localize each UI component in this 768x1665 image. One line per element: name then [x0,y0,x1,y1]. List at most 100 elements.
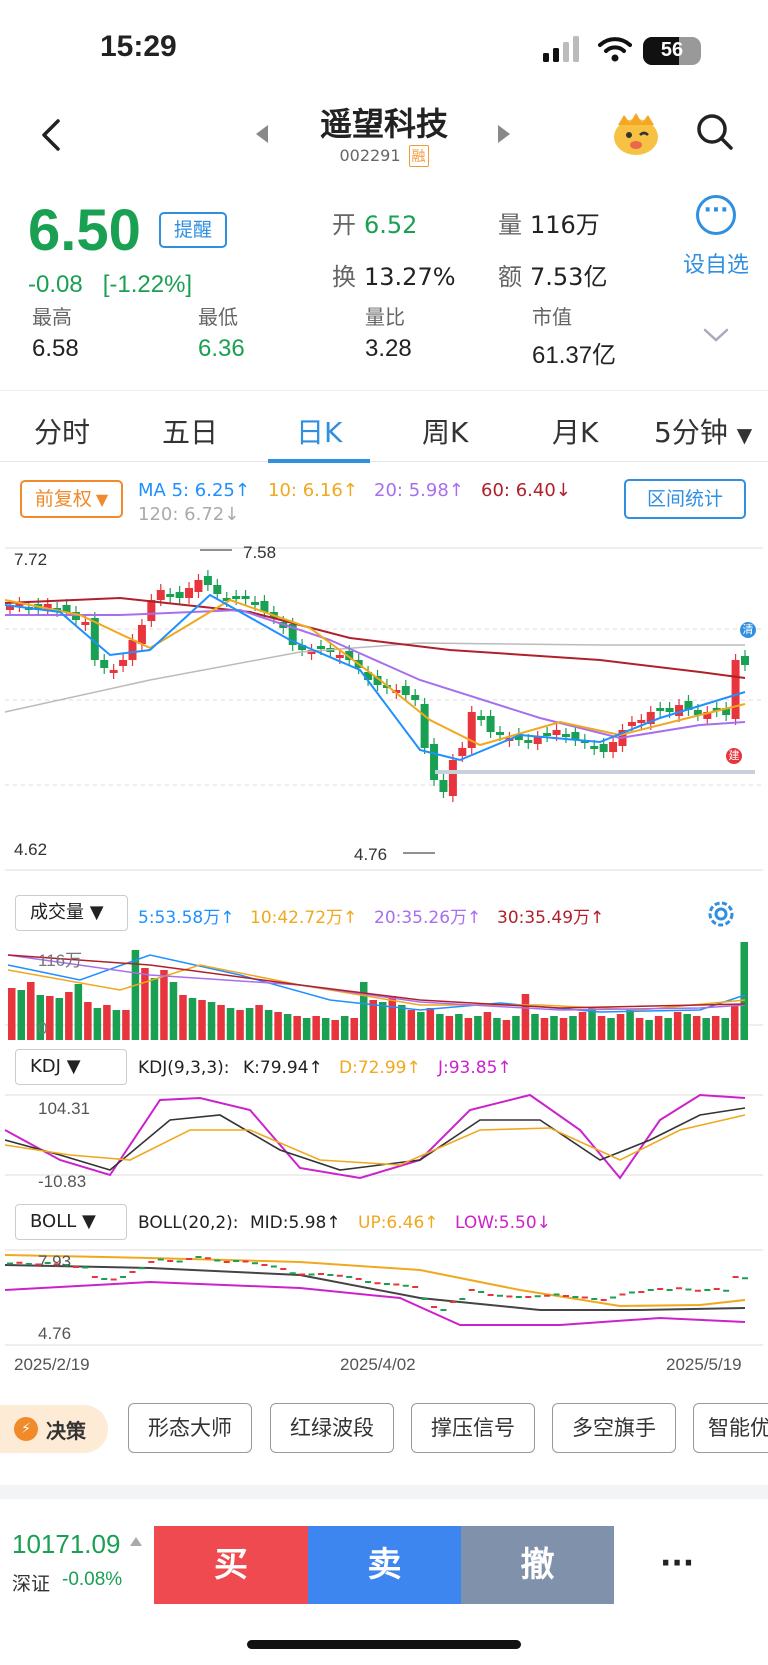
low-value: 6.36 [198,335,245,362]
boll-up-line [4,1254,746,1308]
boll-mid: MID:5.98↑ [250,1213,341,1233]
candle-body [43,604,52,610]
candle-body [392,690,401,693]
index-value[interactable]: 10171.09 [12,1529,121,1559]
volume-bar [141,968,149,1040]
volume-bar [740,942,748,1040]
high-mark-label: 7.58 [243,543,277,562]
volume-indicator-dropdown[interactable]: 成交量 ▼ [15,895,128,931]
boll-indicator-dropdown[interactable]: BOLL ▼ [15,1204,127,1240]
add-watchlist-button[interactable]: ··· 设自选 [678,185,754,278]
tool-chip-wave[interactable]: 红绿波段 [270,1403,394,1453]
ma10-legend: 10: 6.16↑ [268,480,358,501]
volume-bar [122,1010,130,1040]
candle-body [251,602,259,605]
tab-intraday[interactable]: 分时 [34,416,91,449]
volume-bar [455,1014,463,1040]
volume-bar [302,1018,311,1040]
volume-bar [274,1012,282,1040]
tab-monthly-k[interactable]: 月K [552,416,599,449]
kdj-axis-bottom: -10.83 [38,1172,87,1191]
prev-stock-icon[interactable] [256,125,268,143]
vol-ma30-line [7,954,746,1009]
kdj-k: K:79.94↑ [243,1058,323,1078]
tab-weekly-k[interactable]: 周K [422,416,469,449]
ma60-line [4,596,746,679]
ma60-legend: 60: 6.40↓ [481,480,571,501]
candle-body [288,624,297,645]
volume-bar [207,1002,216,1040]
candle-body [637,720,646,723]
volume-bar [721,1018,729,1040]
tool-chip-pattern[interactable]: 形态大师 [128,1403,252,1453]
index-expand-icon[interactable] [130,1537,142,1546]
volume-bar [692,1016,701,1040]
volume: 量 116万 [498,211,600,239]
ma5-line [4,593,746,762]
sell-button[interactable]: 卖 [308,1526,461,1604]
next-stock-icon[interactable] [498,125,510,143]
candle-body [656,708,665,711]
tool-chip-support[interactable]: 撑压信号 [411,1403,535,1453]
tool-chip-smart[interactable]: 智能优 [693,1403,768,1453]
vol-ratio-label: 量比 [365,305,405,329]
volume-bar [17,990,26,1040]
tab-5min[interactable]: 5分钟 ▼ [654,416,753,449]
low-mark-label: 4.76 [354,845,388,864]
tab-daily-k[interactable]: 日K [296,416,343,449]
kdj-d: D:72.99↑ [339,1058,421,1078]
kdj-indicator-dropdown[interactable]: KDJ ▼ [15,1049,127,1085]
search-icon[interactable] [696,113,734,151]
kdj-params: KDJ(9,3,3): [138,1058,230,1078]
back-arrow-icon[interactable] [32,115,72,155]
volume-bar [607,1018,615,1040]
kdj-j-line [4,1093,746,1180]
quote-panel: 6.50 提醒 -0.08 [-1.22%] 开 6.52 量 116万 换 13.2… [0,185,768,385]
mkt-cap-value: 61.37亿 [532,342,617,369]
volume-bar [388,996,397,1040]
stock-code: 002291 [339,146,401,165]
candle-body [599,744,608,752]
interval-stats-button[interactable]: 区间统计 [624,479,746,519]
volume-bar [436,1014,444,1040]
volume-bar [65,992,73,1040]
vol-ma5: 5:53.58万↑ [138,908,235,928]
buy-signal-tag[interactable]: 建 [726,748,742,764]
volume-bar [369,1000,377,1040]
kdj-lines [4,1093,746,1180]
candle-body [722,708,731,715]
candle-body [175,592,184,598]
vol-ma30: 30:35.49万↑ [497,908,605,928]
sell-signal-tag[interactable]: 清 [740,622,756,638]
candle-body [298,645,307,650]
decision-tab[interactable]: ⚡ 决策 [0,1405,108,1453]
settings-gear-icon[interactable] [704,897,738,931]
volume-bar [188,998,197,1040]
volume-bar [46,996,54,1040]
margin-badge: 融 [408,145,429,167]
volume-bar [502,1020,511,1040]
candle-body [137,625,146,644]
expand-chevron-icon[interactable] [702,327,730,343]
ma120-legend: 120: 6.72↓ [138,504,240,525]
more-menu-icon[interactable]: ··· [660,1546,695,1581]
kline-chart-area[interactable] [0,530,768,1370]
candle-body [439,780,448,792]
amount: 额 7.53亿 [498,263,608,291]
tool-chip-bull-bear[interactable]: 多空旗手 [552,1403,676,1453]
volume-bar [84,1002,92,1040]
mascot-icon[interactable] [610,107,662,159]
cancel-order-button[interactable]: 撤 [461,1526,614,1604]
candle-body [81,622,90,625]
price-alert-button[interactable]: 提醒 [159,212,227,248]
candle-body [401,686,410,695]
buy-button[interactable]: 买 [154,1526,308,1604]
candle-body [260,601,269,612]
adjust-dropdown[interactable]: 前复权 ▼ [20,480,123,518]
volume-bar [198,1000,206,1040]
status-bar: 15:29 56 [0,0,768,100]
candle-body [119,660,128,666]
tab-five-day[interactable]: 五日 [162,416,219,449]
kdj-j: J:93.85↑ [438,1058,512,1078]
volume-bar [464,1018,473,1040]
